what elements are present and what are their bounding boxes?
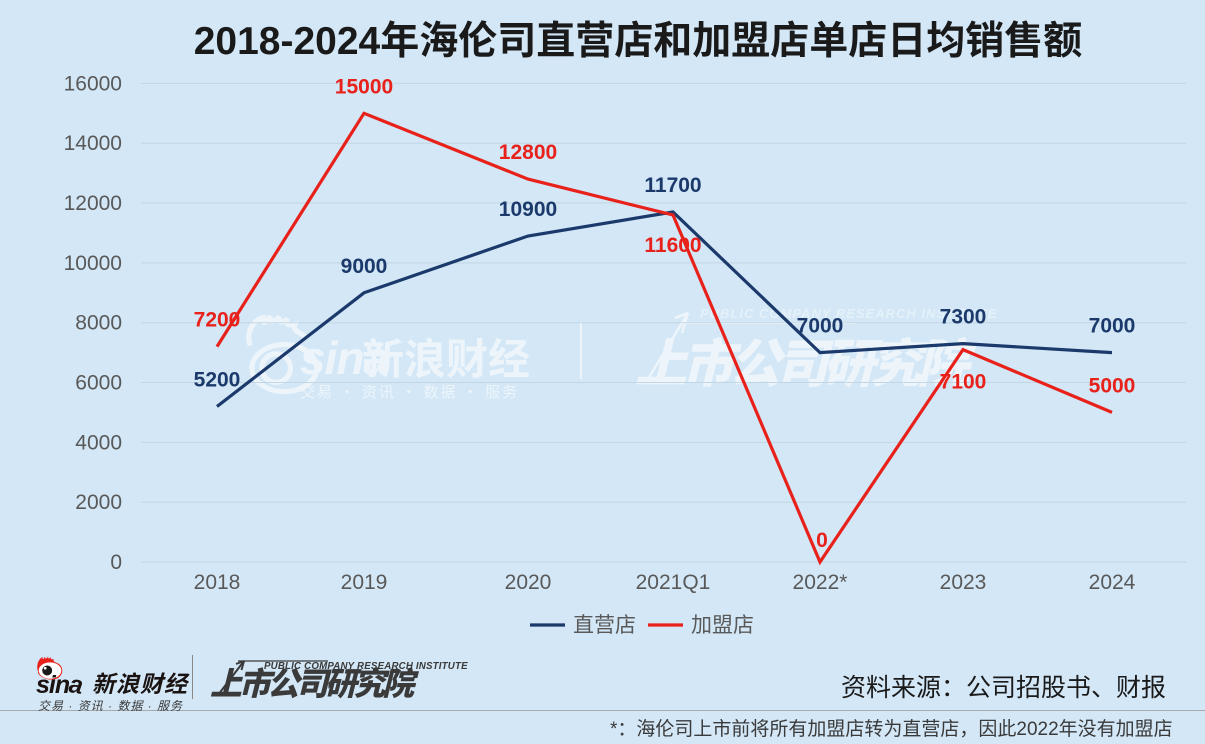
svg-text:7100: 7100 — [940, 371, 987, 394]
svg-text:2020: 2020 — [505, 571, 552, 594]
svg-text:4000: 4000 — [75, 431, 122, 454]
svg-text:6000: 6000 — [75, 372, 122, 395]
svg-text:12000: 12000 — [64, 192, 122, 215]
svg-text:交易 · 资讯 · 数据 · 服务: 交易 · 资讯 · 数据 · 服务 — [300, 381, 519, 402]
svg-text:新浪财经: 新浪财经 — [362, 326, 530, 387]
svg-text:11600: 11600 — [644, 234, 701, 257]
svg-text:7000: 7000 — [797, 315, 844, 338]
svg-text:10000: 10000 — [64, 252, 122, 275]
svg-text:7000: 7000 — [1089, 315, 1136, 338]
svg-text:5200: 5200 — [194, 369, 241, 392]
svg-text:5000: 5000 — [1089, 374, 1136, 397]
svg-text:2023: 2023 — [940, 571, 987, 594]
svg-text:7300: 7300 — [940, 306, 987, 329]
svg-text:2024: 2024 — [1089, 571, 1136, 594]
svg-text:12800: 12800 — [499, 141, 557, 164]
svg-text:7200: 7200 — [194, 309, 241, 332]
svg-text:2018: 2018 — [194, 571, 241, 594]
svg-text:2019: 2019 — [341, 571, 388, 594]
svg-text:14000: 14000 — [64, 132, 122, 155]
svg-text:直营店: 直营店 — [573, 614, 636, 637]
svg-text:2022*: 2022* — [793, 571, 848, 594]
svg-text:0: 0 — [110, 551, 122, 574]
svg-text:10900: 10900 — [499, 198, 557, 221]
svg-text:8000: 8000 — [75, 312, 122, 335]
svg-text:2000: 2000 — [75, 491, 122, 514]
svg-text:0: 0 — [816, 529, 828, 552]
svg-text:11700: 11700 — [644, 174, 701, 197]
svg-text:16000: 16000 — [64, 72, 122, 95]
svg-text:9000: 9000 — [341, 255, 388, 278]
svg-text:15000: 15000 — [335, 75, 393, 98]
svg-text:2021Q1: 2021Q1 — [636, 571, 711, 594]
svg-text:加盟店: 加盟店 — [691, 614, 754, 637]
